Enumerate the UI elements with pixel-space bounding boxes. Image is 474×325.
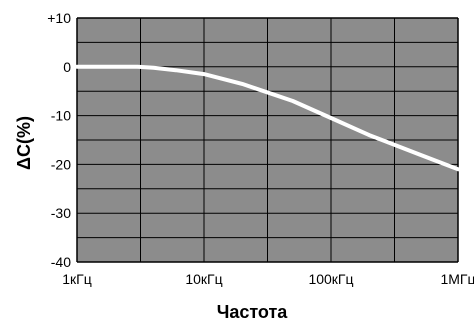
y-tick-label: -10 xyxy=(51,108,71,124)
y-axis-label: ΔC(%) xyxy=(14,116,34,170)
x-tick-label: 1МГц xyxy=(440,271,474,287)
y-tick-label: -30 xyxy=(51,205,71,221)
x-tick-label: 10кГц xyxy=(185,271,222,287)
y-tick-label: +10 xyxy=(47,10,71,26)
series-line xyxy=(75,64,460,172)
y-tick-label: 0 xyxy=(63,59,71,75)
y-tick-label: -20 xyxy=(51,156,71,172)
x-tick-label: 100кГц xyxy=(308,271,353,287)
x-axis-label: Частота xyxy=(217,302,289,322)
x-tick-label: 1кГц xyxy=(62,271,92,287)
y-tick-label: -40 xyxy=(51,254,71,270)
